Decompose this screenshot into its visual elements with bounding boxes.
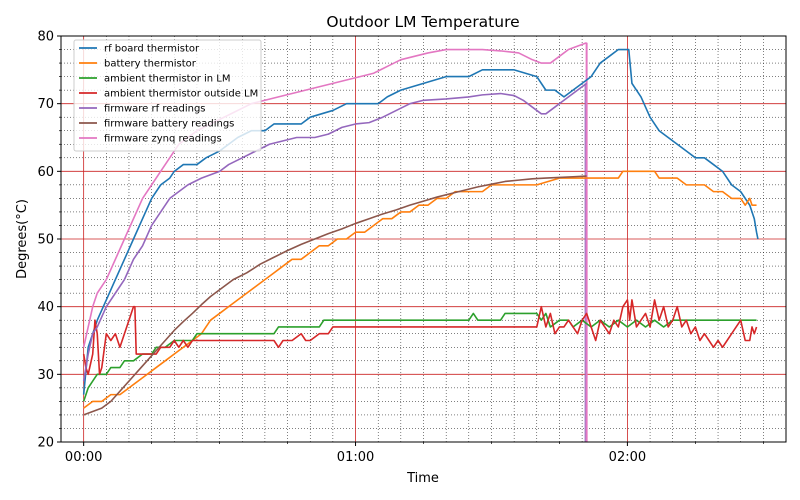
vertical-marker-group	[584, 42, 588, 442]
y-axis-label: Degrees(°C)	[15, 199, 30, 279]
chart-title: Outdoor LM Temperature	[326, 13, 519, 31]
y-axis-ticks: 20 30 40 50 60 70 80	[37, 30, 61, 451]
x-tick-label: 01:00	[337, 450, 374, 465]
x-axis-label: Time	[406, 471, 439, 486]
legend-label: battery thermistor	[104, 59, 197, 70]
x-tick-label: 02:00	[609, 450, 646, 465]
legend-label: firmware zynq readings	[104, 134, 222, 145]
series-line-firmware-rf-readings	[82, 82, 588, 382]
y-tick-label: 20	[37, 436, 54, 451]
y-tick-label: 40	[37, 300, 54, 315]
y-tick-label: 60	[37, 165, 54, 180]
legend-label: firmware battery readings	[104, 119, 234, 130]
y-tick-label: 70	[37, 97, 54, 112]
major-grid	[61, 35, 786, 443]
y-tick-label: 80	[37, 30, 54, 45]
series-group	[82, 42, 759, 416]
y-tick-label: 50	[37, 233, 54, 248]
legend-label: rf board thermistor	[104, 44, 200, 55]
series-line-firmware-battery-readings	[83, 175, 587, 416]
legend-label: firmware rf readings	[104, 104, 206, 115]
legend-label: ambient thermistor outside LM	[104, 89, 258, 100]
y-tick-label: 30	[37, 368, 54, 383]
series-line-rf-board-thermistor	[82, 48, 759, 395]
legend-label: ambient thermistor in LM	[104, 74, 230, 85]
series-line-ambient-thermistor-in-lm	[82, 312, 757, 402]
x-axis-ticks: 00:00 01:00 02:00	[65, 442, 764, 465]
series-line-firmware-zynq-readings	[82, 42, 587, 348]
series-line-battery-thermistor	[83, 170, 757, 409]
legend: rf board thermistor battery thermistor amb…	[73, 39, 262, 152]
x-tick-label: 00:00	[65, 450, 102, 465]
legend-box	[73, 39, 262, 152]
series-line-ambient-thermistor-outside-lm	[82, 299, 758, 376]
